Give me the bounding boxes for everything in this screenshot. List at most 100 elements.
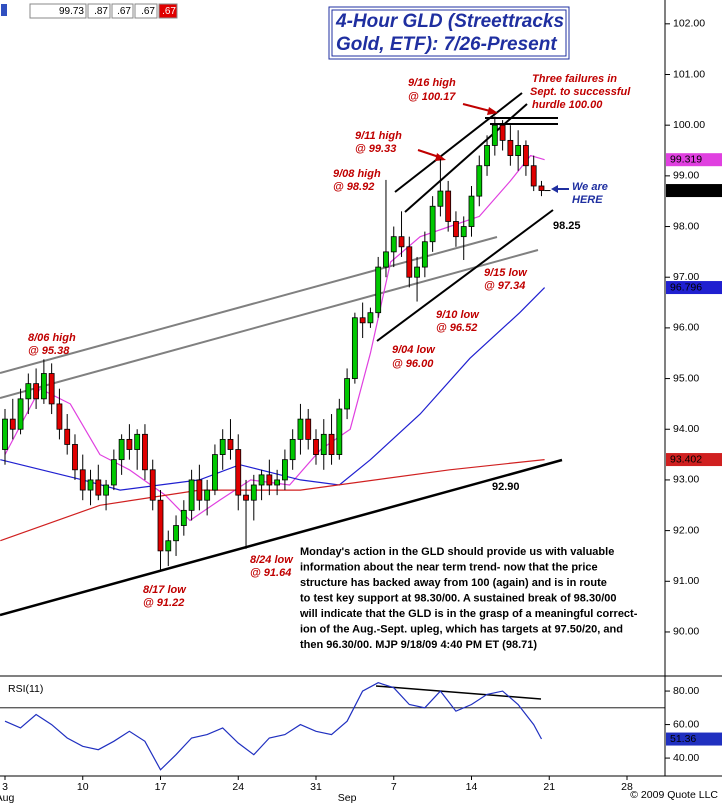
arrowhead bbox=[487, 107, 498, 115]
rsi-trendline bbox=[375, 685, 542, 700]
channel-line bbox=[0, 236, 498, 374]
candle-body bbox=[359, 317, 366, 324]
x-tick-label: 31 bbox=[310, 781, 322, 793]
candle-body bbox=[40, 373, 47, 400]
arrowhead bbox=[435, 153, 446, 161]
candle-body bbox=[173, 525, 179, 542]
candle-body bbox=[499, 124, 506, 141]
candle-body bbox=[507, 139, 514, 156]
y-tick-label: 98.00 bbox=[673, 220, 699, 232]
commentary-line: information about the near term trend- n… bbox=[300, 561, 598, 573]
candle-body bbox=[79, 469, 86, 491]
x-tick-label: 3 bbox=[2, 781, 8, 793]
x-tick-label: 28 bbox=[621, 781, 633, 793]
last-value-box bbox=[666, 732, 722, 746]
candle-body bbox=[134, 433, 141, 450]
annotation: hurdle 100.00 bbox=[532, 99, 603, 111]
y-tick-label: 101.00 bbox=[673, 68, 705, 80]
candle-body bbox=[157, 499, 164, 552]
x-tick-label: 10 bbox=[77, 781, 89, 793]
x-tick-label: 21 bbox=[543, 781, 555, 793]
title-box-inner bbox=[331, 9, 567, 57]
y-tick-label: 60.00 bbox=[673, 718, 699, 730]
commentary-line: to test key support at 98.30/00. A susta… bbox=[300, 592, 616, 604]
candle-body bbox=[523, 145, 529, 167]
last-value-box bbox=[666, 281, 722, 295]
quote-cell bbox=[111, 3, 134, 19]
candle-body bbox=[515, 145, 522, 156]
candle-body bbox=[351, 317, 358, 379]
quote-value: .67 bbox=[141, 6, 155, 17]
y-tick-label: 102.00 bbox=[673, 18, 705, 30]
candle-body bbox=[437, 190, 444, 207]
candle-body bbox=[64, 428, 71, 445]
candle-body bbox=[33, 383, 39, 400]
annotation: @ 100.17 bbox=[408, 91, 456, 103]
annotation: 92.90 bbox=[492, 481, 520, 493]
chart-title: 4-Hour GLD (Streettracks bbox=[335, 11, 564, 32]
y-tick-label: 80.00 bbox=[673, 685, 699, 697]
annotation: @ 91.64 bbox=[250, 567, 291, 579]
candle-body bbox=[250, 484, 257, 501]
commentary-line: then 96.30/00. MJP 9/18/09 4:40 PM ET (9… bbox=[300, 639, 537, 651]
candle-body bbox=[72, 444, 78, 471]
y-tick-label: 91.00 bbox=[673, 575, 699, 587]
annotation: 9/15 low bbox=[484, 267, 528, 279]
y-tick-label: 100.00 bbox=[673, 119, 705, 131]
quote-value: 99.73 bbox=[59, 6, 84, 17]
candle-body bbox=[453, 221, 459, 238]
candle-body bbox=[491, 124, 498, 146]
candle-body bbox=[17, 398, 24, 430]
candle-body bbox=[180, 509, 187, 526]
channel-line bbox=[404, 103, 528, 213]
candle-body bbox=[383, 251, 389, 268]
candle-body bbox=[95, 479, 102, 496]
annotation: Three failures in bbox=[532, 73, 617, 85]
y-tick-label: 90.00 bbox=[673, 626, 699, 638]
annotation: @ 97.34 bbox=[484, 280, 525, 292]
x-tick-label: 14 bbox=[466, 781, 478, 793]
y-tick-label: 93.00 bbox=[673, 474, 699, 486]
channel-line bbox=[376, 209, 554, 342]
candle-body bbox=[274, 479, 281, 486]
candle-body bbox=[258, 474, 265, 486]
commentary-line: Monday's action in the GLD should provid… bbox=[300, 546, 614, 558]
annotation: @ 99.33 bbox=[355, 143, 396, 155]
candle-body bbox=[266, 474, 273, 486]
x-tick-label: 17 bbox=[155, 781, 167, 793]
candle-body bbox=[530, 165, 537, 187]
month-label: Sep bbox=[338, 792, 357, 803]
last-value-label: 99.319 bbox=[670, 153, 702, 165]
candle-body bbox=[204, 489, 211, 501]
line-series bbox=[4, 682, 543, 771]
candle-body bbox=[460, 226, 467, 238]
y-tick-label: 92.00 bbox=[673, 524, 699, 536]
candle-body bbox=[25, 383, 32, 400]
annotation: @ 91.22 bbox=[143, 597, 184, 609]
candle-body bbox=[149, 469, 156, 501]
annotation: We are bbox=[572, 181, 608, 193]
candle-body bbox=[320, 433, 327, 455]
last-value-label: 51.36 bbox=[670, 733, 696, 745]
annotation: HERE bbox=[572, 194, 603, 206]
y-tick-label: 96.00 bbox=[673, 322, 699, 334]
candle-body bbox=[48, 373, 55, 405]
candle-body bbox=[406, 246, 413, 278]
candle-body bbox=[313, 438, 319, 455]
annotation: 9/11 high bbox=[355, 130, 402, 142]
annotation: @ 96.52 bbox=[436, 322, 477, 334]
last-value-box bbox=[666, 153, 722, 167]
candle-body bbox=[398, 236, 405, 248]
candle-body bbox=[243, 494, 249, 501]
candle-body bbox=[118, 438, 125, 461]
quote-value: .67 bbox=[162, 6, 176, 17]
candle-body bbox=[344, 378, 350, 410]
candle-body bbox=[165, 540, 172, 552]
quote-value: .67 bbox=[117, 6, 131, 17]
x-tick-label: 7 bbox=[391, 781, 397, 793]
last-value-label: 96.796 bbox=[670, 281, 702, 293]
y-tick-label: 95.00 bbox=[673, 372, 699, 384]
trendlines bbox=[0, 92, 569, 700]
